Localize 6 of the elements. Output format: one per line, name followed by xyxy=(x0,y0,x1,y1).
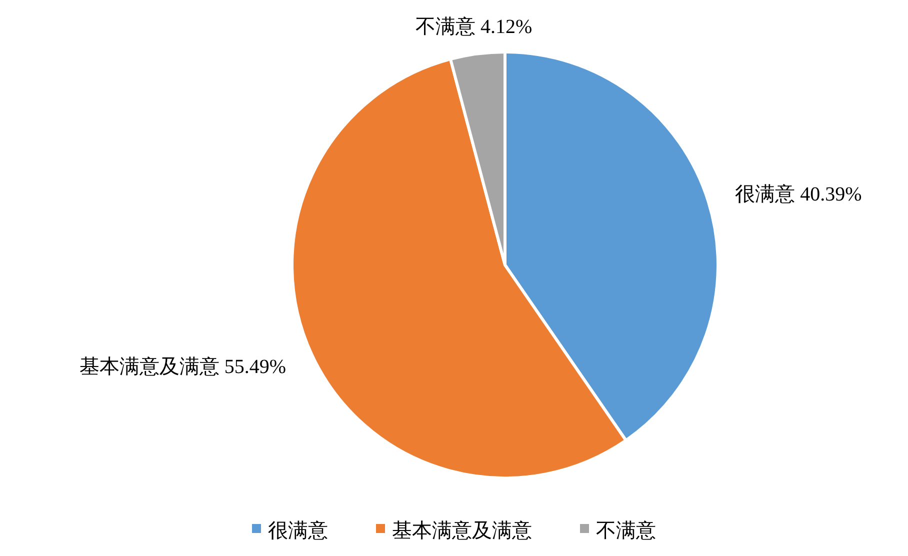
category-label: 很满意 40.39% xyxy=(735,183,862,206)
legend-label: 很满意 xyxy=(268,520,328,542)
legend-label: 基本满意及满意 xyxy=(392,520,532,542)
category-label: 基本满意及满意 55.49% xyxy=(79,356,286,378)
legend-label: 不满意 xyxy=(596,520,656,542)
category-label: 不满意 4.12% xyxy=(416,16,532,38)
